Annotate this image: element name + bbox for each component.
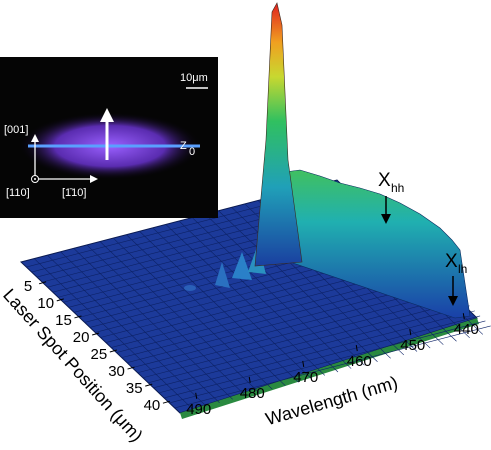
y-tick-label: 20: [73, 329, 90, 346]
x-tick: [248, 376, 251, 383]
annotation: X: [445, 251, 458, 272]
mesh-line: [148, 300, 465, 384]
y-tick-label: 10: [37, 295, 54, 312]
peak-surface: [254, 2, 303, 267]
arrow-head: [31, 134, 39, 142]
arrow-head: [90, 175, 98, 183]
mesh-line: [164, 315, 481, 399]
x-tick-label: 450: [400, 337, 425, 354]
y-tick-label: 40: [144, 397, 161, 414]
ripple: [232, 252, 252, 280]
x-tick-label: 460: [347, 353, 372, 370]
inset: 10μm Z 0 [001] [110] [1̄10]: [0, 57, 218, 218]
x-tick-label: 440: [454, 321, 479, 338]
x-tick: [462, 313, 465, 320]
annotation: X: [378, 170, 391, 191]
ripple: [215, 262, 230, 288]
y-tick: [38, 281, 47, 285]
y-tick-label: 5: [24, 278, 32, 295]
y-tick: [127, 366, 135, 370]
y-tick: [92, 332, 100, 336]
mesh-line: [132, 285, 449, 368]
y-tick-label: 25: [91, 346, 108, 363]
mesh-line: [153, 305, 470, 389]
wire-label: Z: [180, 140, 187, 152]
y-tick: [56, 298, 64, 302]
mesh-line: [169, 320, 486, 404]
arrow-head: [381, 214, 391, 224]
y-tick-label: 15: [55, 312, 72, 329]
x-tick-label: 480: [240, 385, 265, 402]
x-tick: [302, 360, 305, 368]
x-tick: [355, 344, 358, 352]
out-of-plane-symbol: [31, 175, 39, 183]
y-tick-label: 30: [108, 363, 125, 380]
mesh-line: [137, 290, 454, 374]
mesh-line: [142, 295, 459, 379]
axis-label: [1̄10]: [62, 187, 86, 199]
ridge-surface: [284, 169, 471, 319]
y-tick: [145, 383, 153, 387]
axis-label: [110]: [6, 187, 30, 199]
x-tick-label: 470: [293, 369, 318, 386]
mesh-line: [174, 325, 491, 409]
arrow-head: [448, 296, 458, 306]
y-tick: [109, 349, 117, 353]
y-tick: [74, 315, 82, 319]
x-tick-label: 490: [186, 401, 211, 418]
plane-edge: [180, 318, 479, 419]
y-tick: [162, 400, 171, 404]
axis-label: [001]: [4, 124, 28, 136]
out-of-plane-dot: [34, 178, 36, 180]
annotation-sub: lh: [458, 262, 467, 276]
scale-label: 10μm: [180, 72, 208, 84]
mesh-line: [158, 310, 475, 394]
x-tick: [409, 329, 412, 336]
arrow-head: [100, 108, 114, 122]
ripple: [184, 285, 196, 291]
wire-label-sub: 0: [189, 146, 195, 158]
annotation-sub: hh: [391, 181, 404, 195]
x-tick: [195, 392, 198, 399]
y-tick-label: 35: [126, 380, 143, 397]
